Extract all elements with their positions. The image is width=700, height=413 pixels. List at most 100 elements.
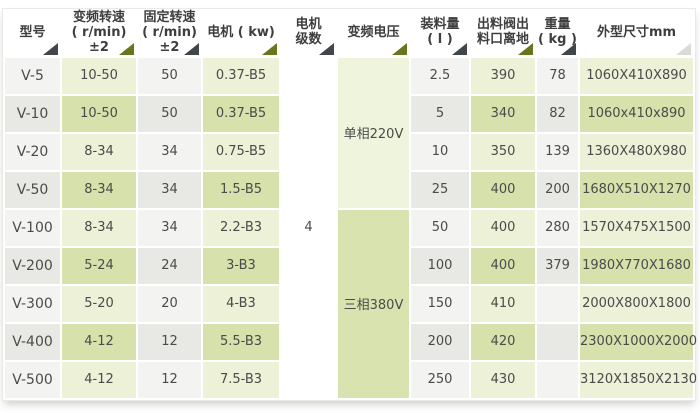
col-header-fixed-speed: 固定转速( r/min)±2 [138,10,201,56]
corner-triangle-icon [319,42,334,55]
cell-weight: 280 [537,209,578,246]
cell-motor: 4-B3 [203,285,279,322]
cell-voltage-single-phase: 单相220V [338,57,409,208]
col-header-label: 装料量 [420,17,460,33]
cell-vfd-speed: 10-50 [62,95,136,132]
cell-capacity: 250 [411,361,469,398]
table-row: V-400 4-12 12 5.5-B3 200 420 2300X1000X2… [5,323,697,360]
cell-fixed-speed: 50 [138,57,201,94]
cell-model: V-10 [5,95,60,132]
cell-capacity: 10 [411,133,469,170]
cell-outlet: 350 [471,133,535,170]
table-row: V-5 10-50 50 0.37-B5 4 单相220V 2.5 390 78… [5,57,693,398]
cell-capacity: 100 [411,247,469,284]
corner-triangle-icon [119,42,134,55]
col-header-sublabel: 料口离地 [476,32,529,48]
cell-dimensions: 1680X510X1270 [580,171,693,208]
col-header-outlet: 出料阀出 料口离地 [471,11,535,56]
cell-weight: 82 [537,95,578,132]
cell-outlet: 400 [471,209,535,246]
cell-vfd-speed: 10-50 [62,57,136,94]
col-header-model: 型号 [5,11,60,56]
cell-dimensions: 2000X800X1800 [580,285,693,322]
cell-dimensions: 1060x410x890 [580,95,693,132]
cell-motor: 0.37-B5 [203,57,279,94]
cell-dimensions: 1570X475X1500 [580,209,693,246]
col-header-sublabel: 级数 [295,32,322,48]
corner-triangle-icon [262,42,277,55]
cell-vfd-speed: 4-12 [62,323,136,360]
cell-capacity: 25 [411,171,469,208]
cell-outlet: 420 [471,323,535,360]
table-row: V-100 8-34 34 2.2-B3 三相380V 50 400 280 1… [5,209,693,398]
col-header-sublabel: ( r/min)±2 [71,24,127,55]
cell-dimensions: 1360X480X980 [580,133,693,170]
cell-motor: 7.5-B3 [203,361,279,398]
cell-vfd-speed: 8-34 [62,171,136,208]
cell-dimensions: 1980X770X1680 [580,247,693,284]
col-header-label: 电机 ( kw) [207,24,275,40]
cell-outlet: 400 [471,171,535,208]
col-header-label: 变频转速 [72,10,125,25]
cell-fixed-speed: 24 [138,247,201,284]
spec-table-container: 型号 变频转速( r/min)±2 固定转速( r/min)±2 电机 ( kw… [2,8,697,401]
cell-vfd-speed: 8-34 [62,133,136,170]
cell-fixed-speed: 20 [138,285,201,322]
cell-weight: 139 [537,133,578,170]
corner-triangle-icon [43,42,58,55]
cell-motor: 3-B3 [203,247,279,284]
col-header-label: 电机 [295,17,322,33]
col-header-sublabel: ( l ) [427,32,453,48]
cell-capacity: 50 [411,209,469,246]
cell-weight: 78 [537,57,578,94]
col-header-dimensions: 外型尺寸mm [580,11,693,56]
corner-triangle-icon [676,42,691,55]
header-row: 型号 变频转速( r/min)±2 固定转速( r/min)±2 电机 ( kw… [5,10,693,56]
cell-outlet: 340 [471,95,535,132]
col-header-capacity: 装料量( l ) [411,11,469,56]
cell-capacity: 5 [411,95,469,132]
col-header-weight: 重量( kg ) [537,11,578,56]
cell-fixed-speed: 34 [138,171,201,208]
table-row: V-200 5-24 24 3-B3 100 400 379 1980X770X… [5,247,693,284]
cell-motor: 2.2-B3 [203,209,279,246]
cell-model: V-20 [5,133,60,170]
table-row: V-50 8-34 34 1.5-B5 25 400 200 1680X510X… [5,171,693,208]
cell-motor: 0.37-B5 [203,95,279,132]
cell-fixed-speed: 50 [138,95,201,132]
cell-capacity: 2.5 [411,57,469,94]
col-header-label: 变频电压 [347,24,400,40]
col-header-label: 型号 [19,24,46,40]
cell-model: V-200 [5,247,60,284]
cell-capacity: 200 [411,323,469,360]
cell-weight [537,323,578,360]
table-row: V-300 5-20 20 4-B3 150 410 2000X800X1800 [5,285,693,322]
cell-motor: 5.5-B3 [203,323,279,360]
cell-outlet: 400 [471,247,535,284]
cell-model: V-50 [5,171,60,208]
cell-fixed-speed: 34 [138,133,201,170]
corner-triangle-icon [452,42,467,55]
table-row: V-10 10-50 50 0.37-B5 5 340 82 1060x410x… [5,95,693,132]
corner-triangle-icon [184,42,199,55]
cell-vfd-speed: 8-34 [62,209,136,246]
cell-vfd-speed: 5-24 [62,247,136,284]
cell-model: V-100 [5,209,60,246]
table-row: V-500 4-12 12 7.5-B3 250 430 3120X1850X2… [5,361,697,398]
cell-poles-merged: 4 [281,57,336,398]
cell-fixed-speed: 34 [138,209,201,246]
cell-fixed-speed: 12 [138,323,201,360]
cell-vfd-speed: 4-12 [62,361,136,398]
corner-triangle-icon [518,42,533,55]
cell-capacity: 150 [411,285,469,322]
product-spec-table: 型号 变频转速( r/min)±2 固定转速( r/min)±2 电机 ( kw… [3,9,697,400]
col-header-sublabel: ( r/min)±2 [142,24,197,55]
col-header-label: 出料阀出 [476,17,529,33]
cell-model: V-400 [5,323,60,360]
col-header-voltage: 变频电压 [338,11,409,56]
cell-motor: 0.75-B5 [203,133,279,170]
cell-weight: 379 [537,247,578,284]
cell-dimensions: 2300X1000X2000 [580,323,697,360]
col-header-label: 外型尺寸mm [596,24,677,40]
cell-model: V-500 [5,361,60,398]
